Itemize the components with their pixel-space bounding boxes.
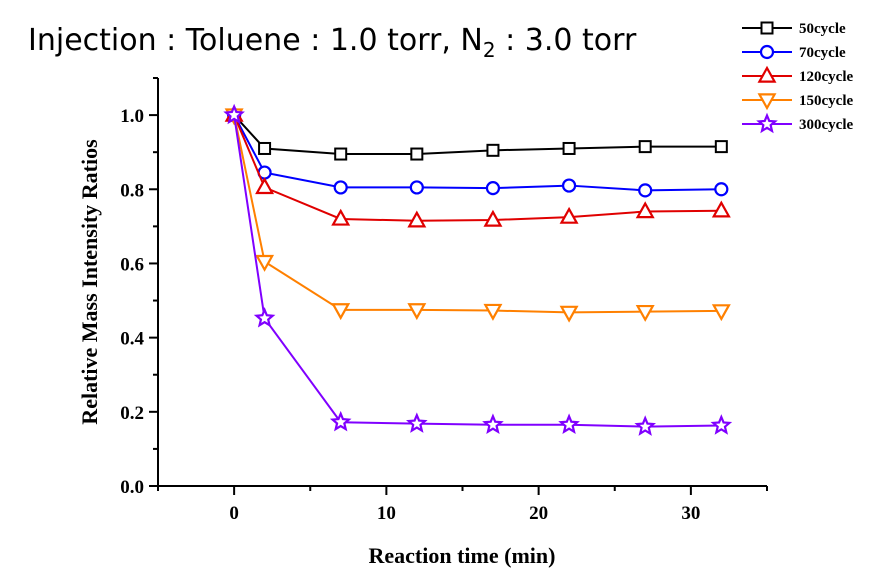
series-line-50cycle <box>233 114 722 156</box>
series-50cycle <box>227 108 728 161</box>
data-point-50cycle <box>714 140 728 154</box>
x-tick-label: 10 <box>377 503 396 524</box>
data-point-50cycle <box>334 147 348 161</box>
data-point-70cycle <box>638 183 653 198</box>
y-tick-label: 0.0 <box>120 477 144 498</box>
data-point-120cycle <box>255 177 275 195</box>
chart-title-subscript: 2 <box>483 38 496 62</box>
chart-title-main: Injection : Toluene : 1.0 torr, N <box>28 23 483 58</box>
data-point-150cycle <box>711 304 731 322</box>
data-point-150cycle <box>559 305 579 323</box>
y-tick-label: 0.6 <box>120 254 144 275</box>
legend-label: 150cycle <box>799 93 853 109</box>
legend-label: 70cycle <box>799 45 846 61</box>
data-point-150cycle <box>407 303 427 321</box>
data-point-300cycle <box>634 415 656 436</box>
x-tick-label: 30 <box>681 503 700 524</box>
legend-marker <box>757 93 777 111</box>
y-tick-label: 0.8 <box>120 180 144 201</box>
legend-item-150cycle: 150cycle <box>742 93 853 111</box>
data-point-120cycle <box>635 201 655 219</box>
data-point-70cycle <box>485 181 501 196</box>
series-300cycle <box>223 103 733 436</box>
axes: 0 10 20 30 0.0 0.2 0.4 0.6 0.8 1.0 <box>120 77 768 524</box>
legend-marker <box>760 21 774 35</box>
series-line-300cycle <box>233 114 722 428</box>
series-120cycle <box>224 104 731 228</box>
data-point-70cycle <box>333 180 348 195</box>
data-point-120cycle <box>407 210 427 228</box>
data-point-300cycle <box>253 306 276 328</box>
data-point-50cycle <box>638 140 652 154</box>
chart-title: Injection : Toluene : 1.0 torr, N2 : 3.0… <box>28 23 637 62</box>
legend-marker <box>759 44 775 60</box>
data-point-150cycle <box>255 254 275 272</box>
legend-item-70cycle: 70cycle <box>742 44 846 61</box>
chart-title-suffix: : 3.0 torr <box>496 23 637 58</box>
data-point-50cycle <box>258 141 272 155</box>
data-point-150cycle <box>635 304 655 322</box>
y-tick-label: 1.0 <box>120 106 144 127</box>
data-point-300cycle <box>558 413 580 434</box>
data-point-70cycle <box>561 178 577 193</box>
series-70cycle <box>227 107 729 198</box>
y-axis-label: Relative Mass Intensity Ratios <box>77 139 102 425</box>
legend-label: 50cycle <box>799 21 846 37</box>
data-point-120cycle <box>483 209 503 227</box>
series-line-70cycle <box>233 114 722 192</box>
legend-item-300cycle: 300cycle <box>742 112 853 134</box>
data-point-120cycle <box>559 206 579 224</box>
data-point-50cycle <box>486 143 500 157</box>
data-point-70cycle <box>409 180 424 195</box>
data-point-150cycle <box>483 303 503 321</box>
series-line-120cycle <box>233 114 722 222</box>
data-point-120cycle <box>711 200 731 218</box>
data-point-50cycle <box>562 141 576 155</box>
x-tick-label: 0 <box>229 503 239 524</box>
data-point-300cycle <box>329 410 352 432</box>
y-tick-label: 0.2 <box>120 403 144 424</box>
series-layer <box>223 103 733 436</box>
data-point-70cycle <box>714 182 729 197</box>
data-point-150cycle <box>331 303 351 321</box>
legend-marker <box>757 65 777 83</box>
x-tick-label: 20 <box>529 503 548 524</box>
legend-marker <box>756 112 778 134</box>
data-point-300cycle <box>406 412 428 433</box>
legend: 50cycle 70cycle 120cycle 150cycle 300cycle <box>742 21 853 134</box>
series-line-150cycle <box>233 114 722 314</box>
series-150cycle <box>224 108 731 323</box>
data-point-300cycle <box>223 103 245 125</box>
data-point-50cycle <box>410 147 424 161</box>
legend-label: 300cycle <box>799 117 853 133</box>
data-point-300cycle <box>710 414 733 435</box>
x-axis-label: Reaction time (min) <box>369 543 556 568</box>
data-point-300cycle <box>482 413 504 434</box>
legend-label: 120cycle <box>799 69 853 85</box>
legend-item-120cycle: 120cycle <box>742 65 853 85</box>
data-point-120cycle <box>331 208 351 226</box>
y-tick-label: 0.4 <box>120 329 144 350</box>
legend-item-50cycle: 50cycle <box>742 21 846 37</box>
